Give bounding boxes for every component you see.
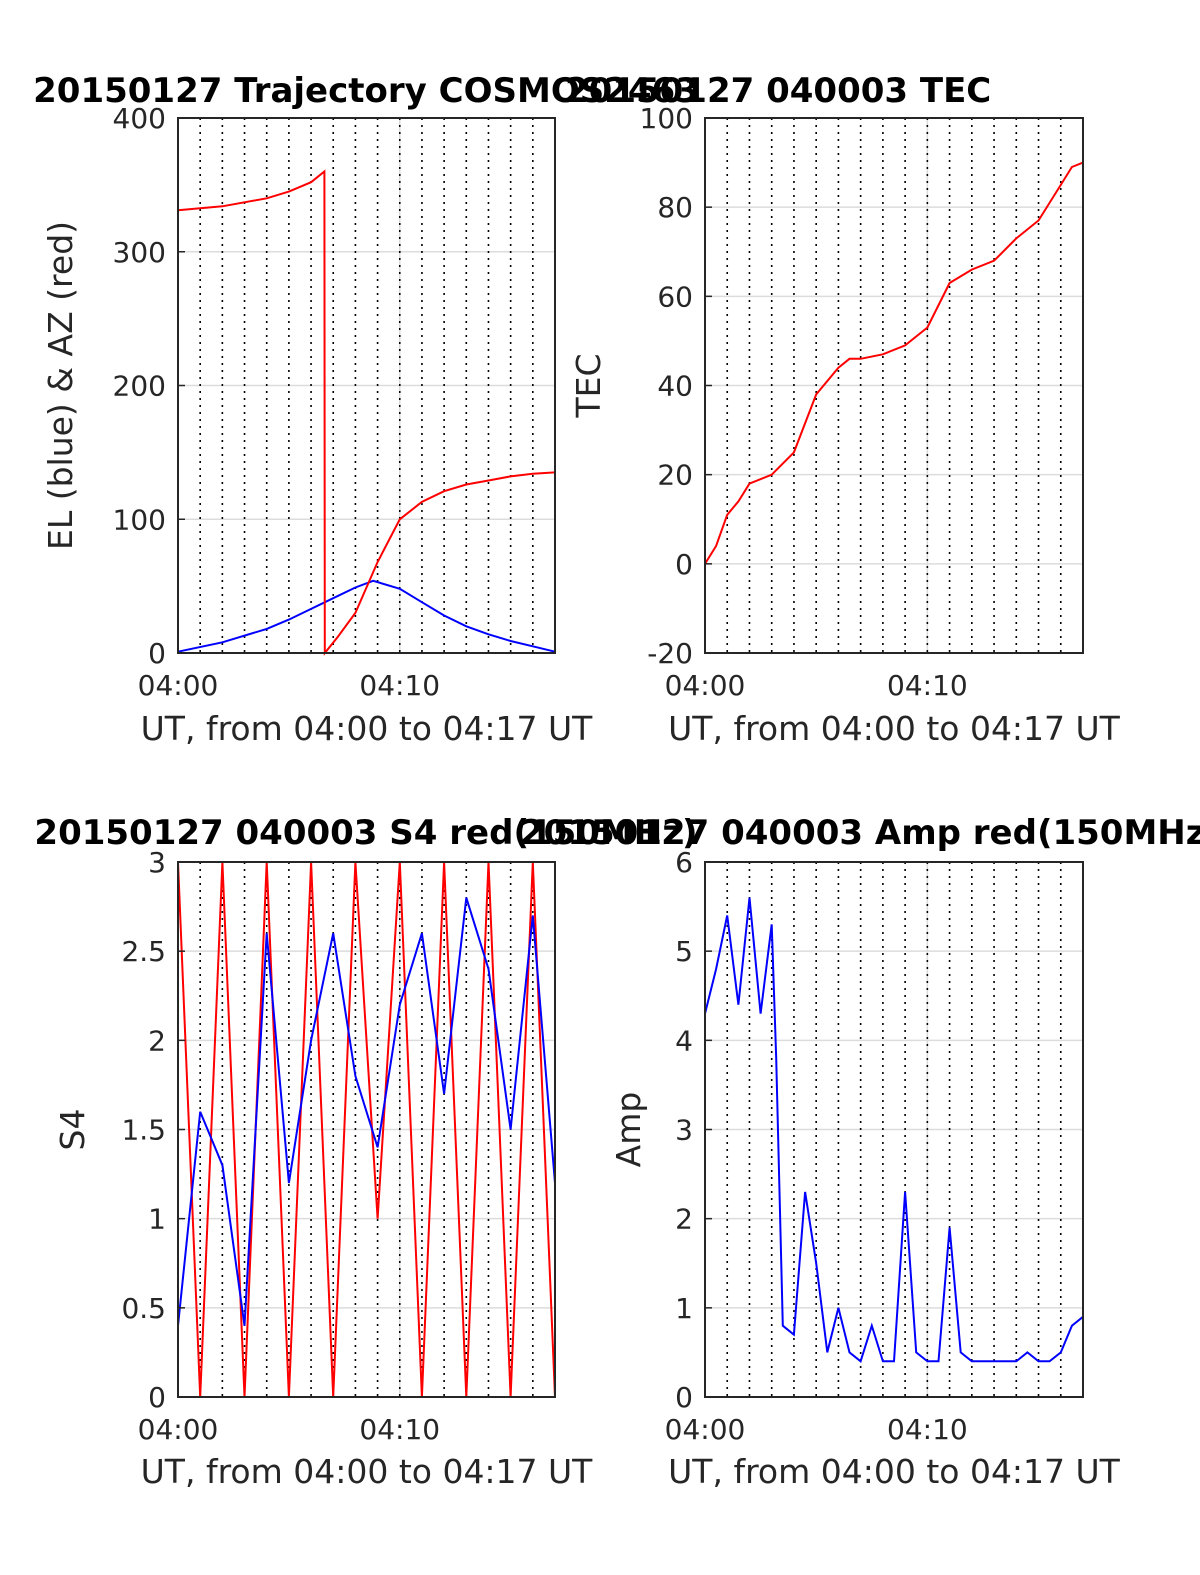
y-tick-label: 2.5	[121, 935, 166, 968]
y-tick-label: 200	[113, 370, 166, 403]
y-tick-label: 0	[148, 1381, 166, 1414]
chart-panel-2: 0 0.5 1 1.5 2 2.5 3 04:00 04:10 UT, from 04:00 to…	[34, 813, 697, 1491]
y-tick-label: 5	[675, 935, 693, 968]
y-tick-label: 0.5	[121, 1292, 166, 1325]
y-axis-label: EL (blue) & AZ (red)	[41, 221, 80, 550]
y-tick-label: 400	[113, 102, 166, 135]
y-tick-label: 100	[640, 102, 693, 135]
chart-panel-3: 0 1 2 3 4 5 6 04:00 04:10 UT, from 04:00 to 04:17…	[520, 813, 1200, 1491]
y-tick-label: 0	[675, 548, 693, 581]
y-tick-label: 2	[148, 1024, 166, 1057]
y-tick-label: 4	[675, 1024, 693, 1057]
y-tick-label: 0	[675, 1381, 693, 1414]
chart-panel-1: -20 0 20 40 60 80 100 04:00 04:10 UT, from 04:00 …	[565, 71, 1121, 748]
x-axis-label: UT, from 04:00 to 04:17 UT	[668, 1452, 1121, 1491]
y-tick-label: 80	[657, 191, 693, 224]
x-tick-label: 04:00	[665, 1413, 746, 1446]
series-line-0	[704, 897, 1084, 1363]
series-line-0	[177, 579, 556, 653]
x-axis-label: UT, from 04:00 to 04:17 UT	[668, 709, 1121, 748]
series-line-0	[704, 161, 1084, 565]
chart-title: 20150127 040003 S4 red(150MHz)	[34, 813, 697, 853]
y-tick-label: -20	[647, 637, 693, 670]
x-tick-label: 04:10	[887, 1413, 968, 1446]
y-tick-label: 2	[675, 1203, 693, 1236]
y-tick-label: 3	[148, 846, 166, 879]
y-tick-label: 1.5	[121, 1114, 166, 1147]
x-tick-label: 04:00	[138, 669, 219, 702]
x-axis-label: UT, from 04:00 to 04:17 UT	[141, 1452, 594, 1491]
x-tick-label: 04:10	[887, 669, 968, 702]
series-line-1	[177, 897, 556, 1326]
y-axis-label: Amp	[609, 1092, 648, 1168]
x-tick-label: 04:00	[138, 1413, 219, 1446]
x-axis-label: UT, from 04:00 to 04:17 UT	[141, 709, 594, 748]
y-tick-label: 1	[675, 1292, 693, 1325]
y-tick-label: 60	[657, 280, 693, 313]
y-tick-label: 1	[148, 1203, 166, 1236]
y-axis-label: S4	[53, 1109, 92, 1151]
y-tick-label: 40	[657, 370, 693, 403]
chart-title: 20150127 040003 Amp red(150MHz)	[520, 813, 1200, 853]
x-tick-label: 04:10	[359, 1413, 440, 1446]
y-tick-label: 100	[113, 503, 166, 536]
y-tick-label: 3	[675, 1114, 693, 1147]
y-tick-label: 6	[675, 846, 693, 879]
series-line-0	[177, 861, 556, 1398]
chart-title: 20150127 040003 TEC	[565, 71, 991, 111]
series-line-1	[177, 169, 556, 656]
x-tick-label: 04:00	[665, 669, 746, 702]
y-tick-label: 0	[148, 637, 166, 670]
x-tick-label: 04:10	[359, 669, 440, 702]
y-axis-label: TEC	[569, 353, 608, 418]
y-tick-label: 300	[113, 236, 166, 269]
chart-title: 20150127 Trajectory COSMOS2463	[33, 71, 699, 111]
y-tick-label: 20	[657, 459, 693, 492]
